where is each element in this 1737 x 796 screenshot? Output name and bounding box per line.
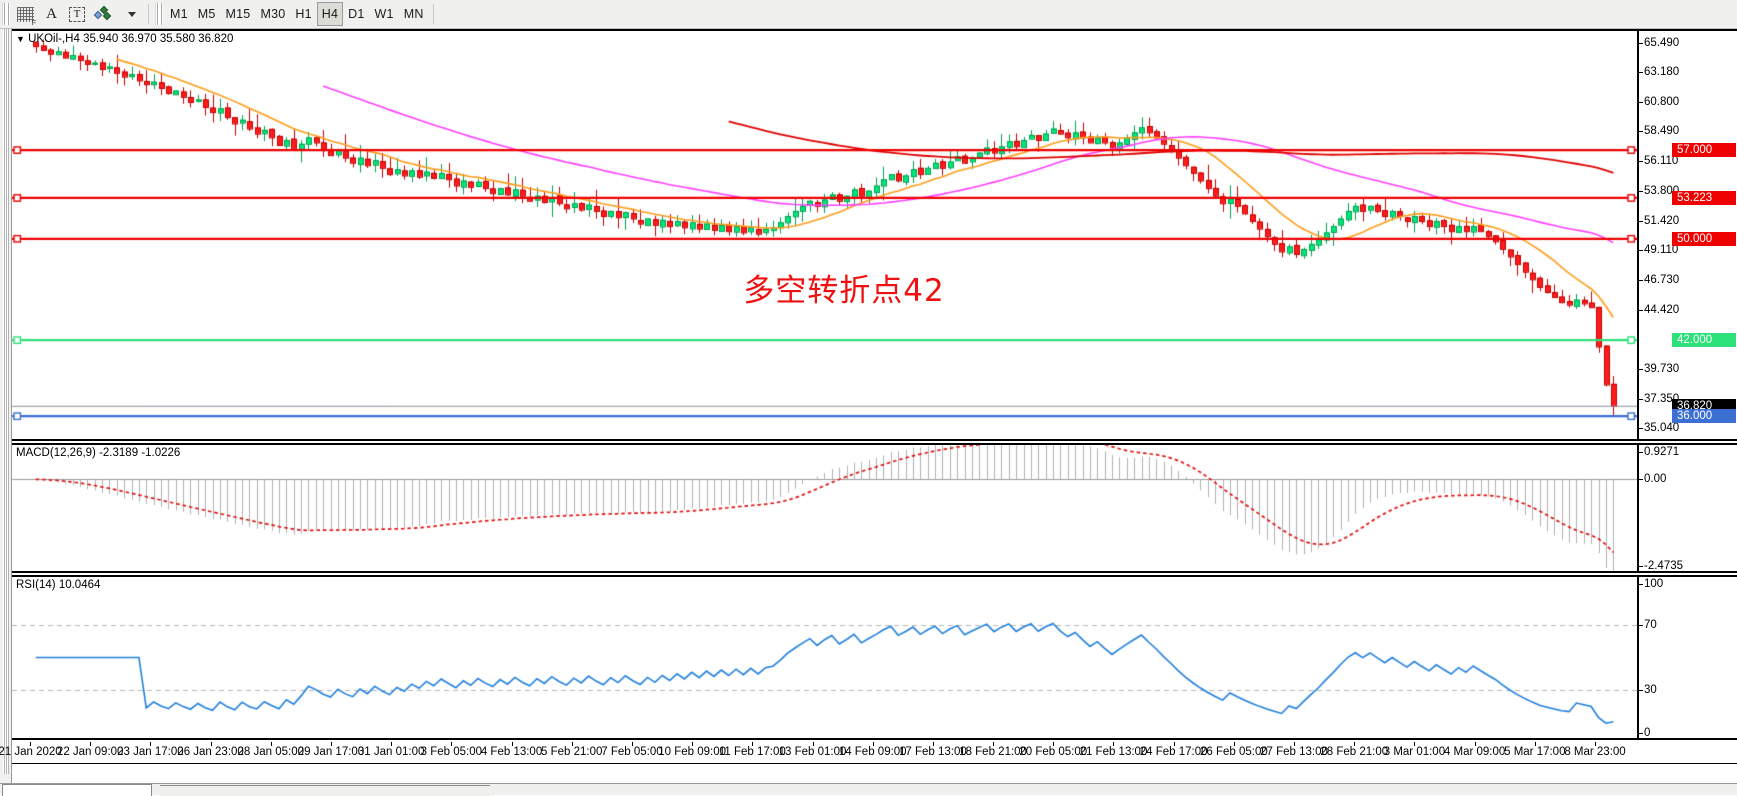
grid-icon[interactable]	[12, 2, 39, 26]
chart-area: ▼ UKOil-,H4 35.940 36.970 35.580 36.820 …	[0, 29, 1737, 795]
text-label-icon[interactable]: T	[64, 2, 90, 26]
time-label: 8 Mar 23:00	[1564, 746, 1625, 758]
toolbar-separator	[148, 4, 149, 24]
time-label: 10 Feb 09:00	[658, 746, 726, 758]
price-tag-resistance-line[interactable]: 53.223	[1672, 191, 1736, 205]
time-label: 11 Feb 17:00	[719, 746, 786, 758]
rsi-tick: 30	[1644, 684, 1657, 696]
price-tick: 58.490	[1644, 125, 1679, 137]
time-label: 26 Jan 23:00	[177, 746, 244, 758]
time-label: 4 Feb 13:00	[481, 746, 542, 758]
price-tag-order-line[interactable]: 36.000	[1672, 409, 1736, 423]
timeframe-h1[interactable]: H1	[290, 2, 316, 26]
timeframe-m30[interactable]: M30	[255, 2, 290, 26]
status-bar	[0, 783, 1737, 795]
time-label: 23 Jan 17:00	[117, 746, 184, 758]
price-tick: 51.420	[1644, 215, 1679, 227]
timeframe-d1[interactable]: D1	[343, 2, 369, 26]
time-label: 21 Jan 2020	[0, 746, 62, 758]
price-tag-resistance-line[interactable]: 57.000	[1672, 143, 1736, 157]
time-label: 20 Feb 05:00	[1019, 746, 1087, 758]
rsi-tick: 0	[1644, 727, 1650, 739]
time-label: 22 Jan 09:00	[57, 746, 124, 758]
time-label: 29 Jan 17:00	[298, 746, 365, 758]
main-toolbar: A T M1 M5 M15 M30 H1 H4 D1 W1 MN	[0, 0, 1737, 29]
rsi-tick: 70	[1644, 619, 1657, 631]
time-label: 28 Feb 21:00	[1320, 746, 1388, 758]
price-tick: 65.490	[1644, 37, 1679, 49]
timeframe-m1[interactable]: M1	[165, 2, 193, 26]
time-label: 26 Feb 05:00	[1200, 746, 1268, 758]
time-label: 13 Feb 01:00	[779, 746, 847, 758]
time-label: 4 Mar 09:00	[1444, 746, 1505, 758]
time-label: 14 Feb 09:00	[839, 746, 907, 758]
rsi-canvas[interactable]	[12, 577, 1637, 738]
price-canvas[interactable]	[12, 31, 1637, 439]
price-tick: 56.110	[1644, 155, 1678, 167]
time-label: 24 Feb 17:00	[1140, 746, 1208, 758]
rsi-plot[interactable]	[12, 577, 1637, 738]
toolbar-grip[interactable]	[2, 3, 10, 25]
chart-tab-strip[interactable]	[160, 785, 490, 796]
price-tick: 63.180	[1644, 66, 1679, 78]
time-label: 17 Feb 13:00	[899, 746, 967, 758]
price-plot[interactable]: 多空转折点42	[12, 31, 1637, 439]
price-tick: 39.730	[1644, 363, 1679, 375]
price-tag-support-line[interactable]: 50.000	[1672, 232, 1736, 246]
time-label: 5 Mar 17:00	[1504, 746, 1565, 758]
time-label: 3 Mar 01:00	[1384, 746, 1445, 758]
time-label: 31 Jan 01:00	[358, 746, 425, 758]
chart-annotation: 多空转折点42	[743, 265, 944, 310]
rsi-axis[interactable]: 100 70 30 0	[1637, 577, 1737, 738]
macd-label: MACD(12,26,9) -2.3189 -1.0226	[16, 447, 180, 459]
price-tick: 44.420	[1644, 304, 1679, 316]
timeframe-m15[interactable]: M15	[221, 2, 256, 26]
time-label: 28 Jan 05:00	[238, 746, 305, 758]
price-tick: 35.040	[1644, 422, 1679, 434]
timeframe-w1[interactable]: W1	[370, 2, 399, 26]
macd-axis[interactable]: 0.9271 0.00 -2.4735	[1637, 445, 1737, 571]
chart-title: ▼ UKOil-,H4 35.940 36.970 35.580 36.820	[16, 33, 233, 45]
price-tag-pivot-line[interactable]: 42.000	[1672, 333, 1736, 347]
time-label: 7 Feb 05:00	[601, 746, 662, 758]
time-label: 18 Feb 21:00	[959, 746, 1027, 758]
timeframe-m5[interactable]: M5	[193, 2, 221, 26]
price-panel[interactable]: ▼ UKOil-,H4 35.940 36.970 35.580 36.820 …	[12, 29, 1737, 441]
price-tick: 46.730	[1644, 274, 1679, 286]
price-tick: 60.800	[1644, 96, 1679, 108]
time-label: 5 Feb 21:00	[541, 746, 602, 758]
time-label: 21 Feb 13:00	[1080, 746, 1148, 758]
macd-plot[interactable]	[12, 445, 1637, 571]
rsi-panel[interactable]: RSI(14) 10.0464 100 70 30 0	[12, 575, 1737, 740]
timeframe-mn[interactable]: MN	[399, 2, 429, 26]
timeframe-h4[interactable]: H4	[317, 2, 343, 26]
time-label: 3 Feb 05:00	[421, 746, 482, 758]
timeframe-grip[interactable]	[155, 3, 163, 25]
macd-tick: -2.4735	[1644, 560, 1683, 572]
text-A-icon[interactable]: A	[39, 2, 64, 26]
time-label: 27 Feb 13:00	[1260, 746, 1328, 758]
chart-tab-active[interactable]	[2, 784, 152, 796]
macd-panel[interactable]: MACD(12,26,9) -2.3189 -1.0226 0.9271 0.00…	[12, 443, 1737, 573]
rsi-label: RSI(14) 10.0464	[16, 579, 100, 591]
toolbar-separator-2	[433, 4, 434, 24]
objects-icon[interactable]	[90, 2, 119, 26]
macd-canvas[interactable]	[12, 445, 1637, 571]
left-scrollbar[interactable]	[0, 29, 12, 795]
dropdown-caret-icon[interactable]	[119, 2, 144, 26]
price-tick: 49.110	[1644, 244, 1678, 256]
rsi-tick: 100	[1644, 578, 1663, 590]
macd-tick: 0.9271	[1644, 446, 1679, 458]
macd-tick: 0.00	[1644, 473, 1666, 485]
